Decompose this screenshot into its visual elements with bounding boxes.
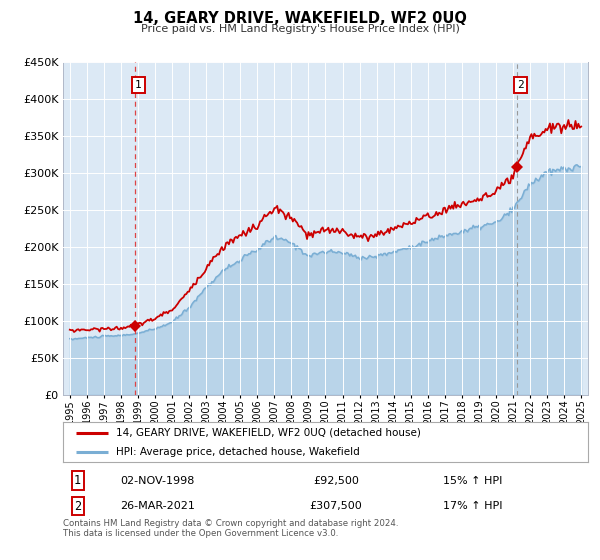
Text: 26-MAR-2021: 26-MAR-2021	[120, 501, 195, 511]
Text: HPI: Average price, detached house, Wakefield: HPI: Average price, detached house, Wake…	[115, 447, 359, 458]
Text: This data is licensed under the Open Government Licence v3.0.: This data is licensed under the Open Gov…	[63, 529, 338, 538]
Text: 14, GEARY DRIVE, WAKEFIELD, WF2 0UQ: 14, GEARY DRIVE, WAKEFIELD, WF2 0UQ	[133, 11, 467, 26]
Text: 15% ↑ HPI: 15% ↑ HPI	[443, 475, 502, 486]
Text: 02-NOV-1998: 02-NOV-1998	[121, 475, 194, 486]
Text: 2: 2	[517, 80, 524, 90]
Text: Price paid vs. HM Land Registry's House Price Index (HPI): Price paid vs. HM Land Registry's House …	[140, 24, 460, 34]
Text: 1: 1	[74, 474, 81, 487]
Text: £307,500: £307,500	[310, 501, 362, 511]
Text: 14, GEARY DRIVE, WAKEFIELD, WF2 0UQ (detached house): 14, GEARY DRIVE, WAKEFIELD, WF2 0UQ (det…	[115, 428, 421, 438]
Text: £92,500: £92,500	[313, 475, 359, 486]
Text: 1: 1	[135, 80, 142, 90]
Text: 2: 2	[74, 500, 81, 512]
Text: 17% ↑ HPI: 17% ↑ HPI	[443, 501, 502, 511]
Text: Contains HM Land Registry data © Crown copyright and database right 2024.: Contains HM Land Registry data © Crown c…	[63, 520, 398, 529]
